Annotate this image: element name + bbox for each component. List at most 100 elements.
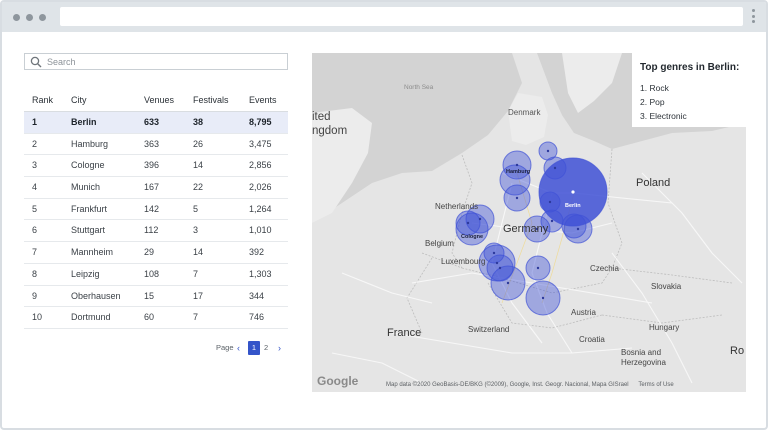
address-bar[interactable] bbox=[60, 7, 743, 26]
map-label-bosnia-line-2: Herzegovina bbox=[621, 358, 666, 367]
legend-item: 3. Electronic bbox=[640, 111, 687, 121]
table-row[interactable]: 2 Hamburg 363 26 3,475 bbox=[24, 134, 288, 156]
table-row[interactable]: 5 Frankfurt 142 5 1,264 bbox=[24, 199, 288, 221]
window-dot-icon[interactable] bbox=[26, 14, 33, 21]
genre-legend: Top genres in Berlin: 1. Rock 2. Pop 3. … bbox=[632, 53, 746, 127]
table-row[interactable]: 3 Cologne 396 14 2,856 bbox=[24, 155, 288, 178]
map-label-bosnia-line-1: Bosnia and bbox=[621, 348, 662, 357]
map-label-united-kingdom: ited ngdom bbox=[312, 110, 347, 138]
map-label-luxembourg: Luxembourg bbox=[441, 257, 486, 266]
cell-events: 2,026 bbox=[249, 182, 272, 193]
cell-rank: 5 bbox=[32, 203, 38, 214]
table-row[interactable]: 6 Stuttgart 112 3 1,010 bbox=[24, 220, 288, 243]
cell-rank: 2 bbox=[32, 138, 38, 149]
window-dot-icon[interactable] bbox=[13, 14, 20, 21]
cell-rank: 8 bbox=[32, 268, 38, 279]
cell-events: 2,856 bbox=[249, 160, 272, 171]
bubble-label-cologne: Cologne bbox=[461, 234, 483, 240]
cell-festivals: 38 bbox=[193, 117, 204, 127]
table-row[interactable]: 1 Berlin 633 38 8,795 bbox=[24, 112, 288, 134]
cell-city: Frankfurt bbox=[71, 203, 108, 214]
terms-of-use-link[interactable]: Terms of Use bbox=[638, 382, 674, 388]
bubble-label-berlin: Berlin bbox=[565, 203, 581, 209]
map-label-ro: Ro bbox=[730, 345, 745, 357]
column-header-rank[interactable]: Rank bbox=[32, 95, 54, 105]
cell-city: Mannheim bbox=[71, 247, 114, 258]
map-label-slovakia: Slovakia bbox=[651, 282, 682, 291]
north-sea-water bbox=[312, 53, 522, 223]
map-attribution: Map data ©2020 GeoBasis-DE/BKG (©2009), … bbox=[386, 382, 674, 388]
cell-festivals: 7 bbox=[193, 268, 199, 279]
cell-events: 1,264 bbox=[249, 203, 272, 214]
cell-venues: 633 bbox=[144, 117, 160, 127]
cell-rank: 10 bbox=[32, 312, 43, 323]
map-label-belgium: Belgium bbox=[425, 239, 454, 248]
cell-rank: 1 bbox=[32, 117, 38, 127]
cell-events: 746 bbox=[249, 312, 265, 323]
bubble-label-hamburg: Hamburg bbox=[506, 169, 531, 175]
cell-festivals: 3 bbox=[193, 225, 199, 236]
column-header-events[interactable]: Events bbox=[249, 95, 277, 105]
legend-item: 2. Pop bbox=[640, 97, 665, 107]
table-row[interactable]: 9 Oberhausen 15 17 344 bbox=[24, 286, 288, 308]
cell-venues: 108 bbox=[144, 268, 160, 279]
cell-festivals: 14 bbox=[193, 247, 204, 258]
cell-venues: 142 bbox=[144, 203, 160, 214]
cell-events: 344 bbox=[249, 290, 265, 301]
cell-events: 1,303 bbox=[249, 268, 272, 279]
window-dot-icon[interactable] bbox=[39, 14, 46, 21]
table-row[interactable]: 8 Leipzig 108 7 1,303 bbox=[24, 264, 288, 286]
map-label-hungary: Hungary bbox=[649, 323, 680, 332]
cell-city: Berlin bbox=[71, 117, 97, 127]
title-bar bbox=[2, 2, 766, 32]
map-label-poland: Poland bbox=[636, 177, 671, 189]
table-row[interactable]: 7 Mannheim 29 14 392 bbox=[24, 242, 288, 264]
search-box[interactable] bbox=[24, 53, 288, 70]
table-row[interactable]: 10 Dortmund 60 7 746 bbox=[24, 307, 288, 329]
column-header-venues[interactable]: Venues bbox=[144, 95, 175, 105]
search-input[interactable] bbox=[47, 54, 283, 69]
map-bubble-hamburg[interactable] bbox=[499, 164, 531, 196]
next-page-button[interactable]: › bbox=[278, 343, 281, 353]
google-logo[interactable]: Google bbox=[317, 374, 359, 388]
cell-festivals: 26 bbox=[193, 138, 204, 149]
map-label-bosnia: Bosnia and Herzegovina bbox=[621, 348, 666, 368]
prev-page-button[interactable]: ‹ bbox=[237, 343, 240, 353]
kebab-menu-icon[interactable] bbox=[752, 9, 756, 25]
cell-venues: 112 bbox=[144, 225, 159, 236]
cell-venues: 60 bbox=[144, 312, 155, 323]
cities-table: Rank City Venues Festivals Events 1 Berli… bbox=[24, 88, 288, 329]
map-label-germany: Germany bbox=[503, 223, 549, 235]
map-label-denmark: Denmark bbox=[508, 108, 541, 117]
table-header: Rank City Venues Festivals Events bbox=[24, 88, 288, 112]
attribution-text: Map data ©2020 GeoBasis-DE/BKG (©2009), … bbox=[386, 382, 629, 388]
cell-city: Dortmund bbox=[71, 312, 111, 323]
map-label-north-sea: North Sea bbox=[404, 84, 434, 91]
legend-title: Top genres in Berlin: bbox=[640, 62, 740, 73]
table-row[interactable]: 4 Munich 167 22 2,026 bbox=[24, 177, 288, 199]
legend-item: 1. Rock bbox=[640, 83, 669, 93]
cell-events: 8,795 bbox=[249, 117, 272, 127]
cell-venues: 167 bbox=[144, 182, 160, 193]
bubble-layer bbox=[455, 141, 608, 316]
cell-festivals: 14 bbox=[193, 160, 204, 171]
cell-venues: 363 bbox=[144, 138, 160, 149]
map-label-france: France bbox=[387, 327, 422, 339]
cell-rank: 4 bbox=[32, 182, 38, 193]
column-header-festivals[interactable]: Festivals bbox=[193, 95, 229, 105]
cell-festivals: 17 bbox=[193, 290, 204, 301]
cell-events: 1,010 bbox=[249, 225, 272, 236]
cell-city: Cologne bbox=[71, 160, 105, 171]
cell-rank: 7 bbox=[32, 247, 38, 258]
cell-venues: 15 bbox=[144, 290, 155, 301]
cell-city: Hamburg bbox=[71, 138, 109, 149]
cell-festivals: 7 bbox=[193, 312, 199, 323]
page-1-button[interactable]: 1 bbox=[248, 341, 260, 355]
cell-events: 3,475 bbox=[249, 138, 272, 149]
search-icon bbox=[30, 56, 42, 68]
column-header-city[interactable]: City bbox=[71, 95, 87, 105]
cell-festivals: 22 bbox=[193, 182, 204, 193]
map-label-austria: Austria bbox=[571, 308, 596, 317]
page-2-button[interactable]: 2 bbox=[264, 343, 269, 352]
cell-rank: 6 bbox=[32, 225, 38, 236]
